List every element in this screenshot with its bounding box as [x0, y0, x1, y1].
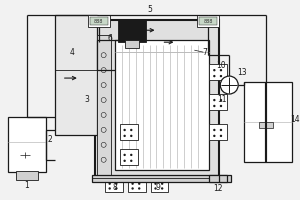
Circle shape — [154, 187, 157, 190]
Text: 8: 8 — [112, 183, 117, 192]
Circle shape — [220, 105, 222, 107]
Text: 9: 9 — [155, 183, 160, 192]
Circle shape — [213, 129, 215, 131]
Text: 3: 3 — [84, 96, 89, 104]
Bar — [95, 20, 219, 180]
Bar — [105, 179, 123, 192]
Bar — [115, 40, 209, 170]
Bar — [197, 15, 219, 27]
Circle shape — [220, 69, 222, 71]
Bar — [244, 82, 292, 162]
Circle shape — [123, 160, 126, 162]
Bar — [209, 175, 227, 182]
Bar — [16, 171, 38, 180]
Text: 2: 2 — [47, 135, 52, 144]
Text: 12: 12 — [214, 184, 223, 193]
Bar — [92, 175, 231, 182]
Circle shape — [131, 187, 134, 190]
Circle shape — [115, 187, 118, 190]
Text: 5: 5 — [147, 5, 152, 14]
Circle shape — [220, 99, 222, 101]
Circle shape — [220, 135, 222, 137]
Circle shape — [115, 182, 118, 185]
Bar — [120, 124, 137, 140]
Circle shape — [220, 75, 222, 77]
Circle shape — [213, 135, 215, 137]
Circle shape — [213, 75, 215, 77]
Circle shape — [213, 69, 215, 71]
Circle shape — [161, 182, 164, 185]
Bar — [120, 149, 137, 165]
Circle shape — [130, 129, 133, 131]
Bar — [8, 117, 46, 172]
Text: 888: 888 — [94, 19, 104, 24]
Text: 4: 4 — [69, 48, 74, 57]
Text: 888: 888 — [204, 19, 213, 24]
Circle shape — [138, 182, 140, 185]
Text: 6: 6 — [107, 34, 112, 43]
Circle shape — [130, 154, 133, 156]
Circle shape — [123, 129, 126, 131]
Bar — [209, 64, 227, 80]
Bar — [97, 35, 111, 175]
Circle shape — [123, 154, 126, 156]
Bar — [88, 15, 110, 27]
Bar — [128, 179, 146, 192]
Circle shape — [154, 182, 157, 185]
Bar — [209, 94, 227, 110]
Circle shape — [161, 187, 164, 190]
Circle shape — [220, 76, 238, 94]
Text: 7: 7 — [202, 48, 207, 57]
Bar — [199, 17, 217, 25]
Circle shape — [213, 99, 215, 101]
Bar — [55, 15, 97, 135]
Text: 11: 11 — [218, 96, 227, 104]
Bar — [118, 20, 146, 42]
Bar — [259, 122, 273, 128]
Circle shape — [109, 187, 111, 190]
Text: 13: 13 — [237, 68, 247, 77]
Circle shape — [131, 182, 134, 185]
Circle shape — [109, 182, 111, 185]
Circle shape — [130, 160, 133, 162]
Text: 14: 14 — [290, 115, 300, 124]
Circle shape — [138, 187, 140, 190]
Circle shape — [123, 135, 126, 137]
Text: 1: 1 — [25, 181, 29, 190]
Circle shape — [220, 129, 222, 131]
Bar — [209, 124, 227, 140]
Circle shape — [130, 135, 133, 137]
Circle shape — [213, 105, 215, 107]
Bar — [124, 40, 139, 48]
Bar — [151, 179, 168, 192]
Text: 10: 10 — [217, 61, 226, 70]
Bar — [90, 17, 108, 25]
